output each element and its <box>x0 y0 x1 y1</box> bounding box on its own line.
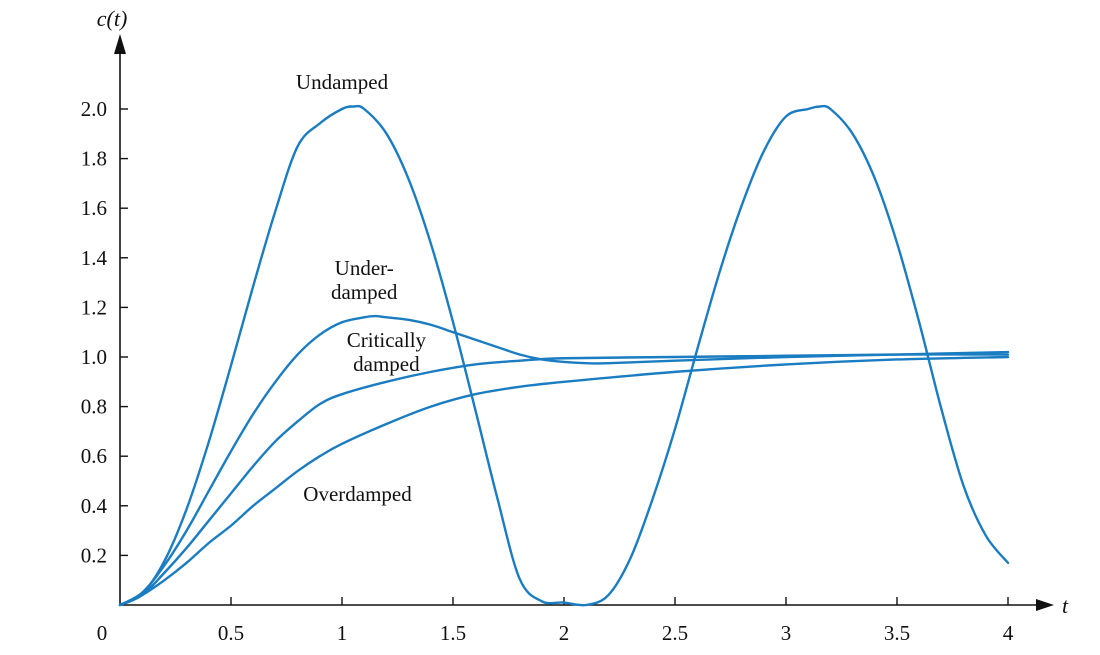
series-line-underdamped <box>118 314 1010 607</box>
y-tick-label: 0.2 <box>81 543 107 567</box>
series-line-critically-damped <box>118 353 1010 607</box>
annotation-overdamped: Overdamped <box>303 482 412 506</box>
annotation-line: damped <box>331 280 398 304</box>
x-tick-label: 2.5 <box>662 621 688 645</box>
x-axis-title: t <box>1062 593 1069 618</box>
y-tick-label: 0.4 <box>81 494 108 518</box>
x-tick-label: 2 <box>559 621 570 645</box>
y-tick-label: 1.6 <box>81 196 107 220</box>
y-axis-arrow <box>114 34 126 54</box>
annotation-undamped: Undamped <box>296 70 389 94</box>
y-tick-label: 2.0 <box>81 97 107 121</box>
x-axis-arrow <box>1036 599 1054 611</box>
y-tick-label: 0.6 <box>81 444 107 468</box>
annotation-underdamped: Under-damped <box>331 256 398 304</box>
annotation-critically: Critically damped <box>347 328 427 376</box>
x-tick-label: 3 <box>781 621 792 645</box>
origin-label: 0 <box>97 621 108 645</box>
y-tick-label: 1.4 <box>81 246 108 270</box>
series-line-overdamped <box>118 355 1010 607</box>
x-tick-label: 1.5 <box>440 621 466 645</box>
y-tick-label: 1.8 <box>81 147 107 171</box>
y-tick-label: 0.8 <box>81 395 107 419</box>
series-line-undamped <box>118 104 1010 607</box>
annotation-line: Undamped <box>296 70 389 94</box>
x-tick-label: 4 <box>1003 621 1014 645</box>
y-axis-title: c(t) <box>97 6 128 31</box>
x-tick-label: 3.5 <box>884 621 910 645</box>
x-tick-label: 0.5 <box>218 621 244 645</box>
series-lines <box>118 104 1010 607</box>
y-tick-label: 1.2 <box>81 295 107 319</box>
annotation-line: damped <box>353 352 420 376</box>
y-tick-label: 1.0 <box>81 345 107 369</box>
annotation-line: Under- <box>335 256 394 280</box>
x-tick-label: 1 <box>337 621 348 645</box>
annotation-line: Overdamped <box>303 482 412 506</box>
annotation-line: Critically <box>347 328 427 352</box>
tick-marks: 0.5 1 1.5 2 2.5 3 3.5 4 0.2 0.4 0.6 0.8 1.0 1.2 1.4 1.6… <box>81 97 1014 645</box>
